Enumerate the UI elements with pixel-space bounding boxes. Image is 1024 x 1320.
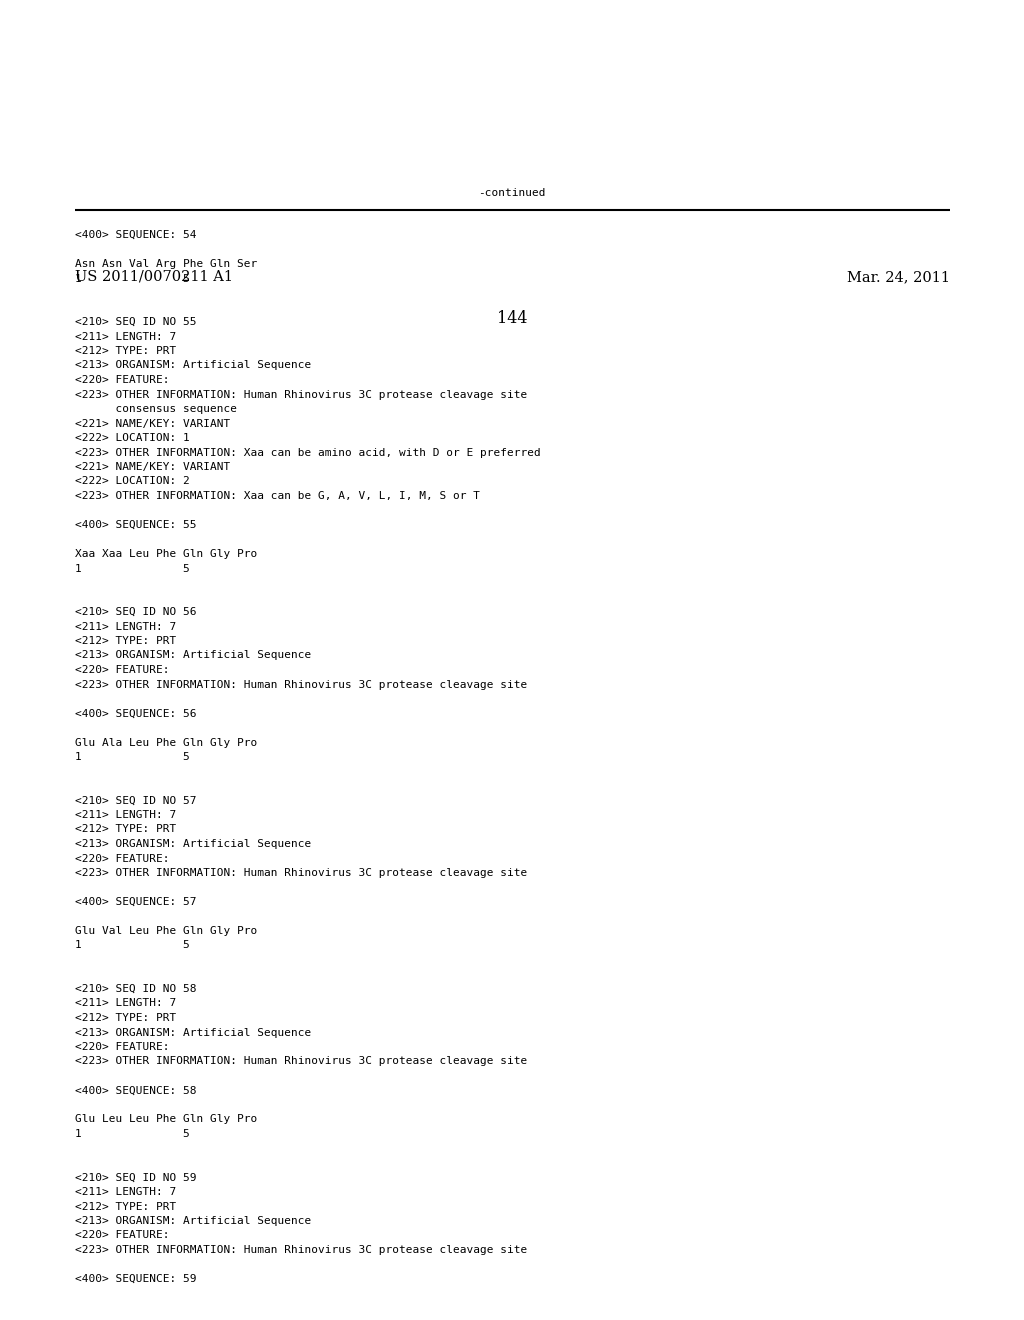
Text: <223> OTHER INFORMATION: Xaa can be G, A, V, L, I, M, S or T: <223> OTHER INFORMATION: Xaa can be G, A… <box>75 491 480 502</box>
Text: <210> SEQ ID NO 57: <210> SEQ ID NO 57 <box>75 796 197 805</box>
Text: <223> OTHER INFORMATION: Human Rhinovirus 3C protease cleavage site: <223> OTHER INFORMATION: Human Rhinoviru… <box>75 1056 527 1067</box>
Text: Glu Leu Leu Phe Gln Gly Pro: Glu Leu Leu Phe Gln Gly Pro <box>75 1114 257 1125</box>
Text: <211> LENGTH: 7: <211> LENGTH: 7 <box>75 622 176 631</box>
Text: <211> LENGTH: 7: <211> LENGTH: 7 <box>75 331 176 342</box>
Text: <213> ORGANISM: Artificial Sequence: <213> ORGANISM: Artificial Sequence <box>75 360 311 371</box>
Text: <212> TYPE: PRT: <212> TYPE: PRT <box>75 825 176 834</box>
Text: <223> OTHER INFORMATION: Human Rhinovirus 3C protease cleavage site: <223> OTHER INFORMATION: Human Rhinoviru… <box>75 680 527 689</box>
Text: <400> SEQUENCE: 59: <400> SEQUENCE: 59 <box>75 1274 197 1284</box>
Text: <211> LENGTH: 7: <211> LENGTH: 7 <box>75 998 176 1008</box>
Text: <212> TYPE: PRT: <212> TYPE: PRT <box>75 636 176 645</box>
Text: <211> LENGTH: 7: <211> LENGTH: 7 <box>75 810 176 820</box>
Text: 1               5: 1 5 <box>75 940 189 950</box>
Text: <223> OTHER INFORMATION: Xaa can be amino acid, with D or E preferred: <223> OTHER INFORMATION: Xaa can be amin… <box>75 447 541 458</box>
Text: <400> SEQUENCE: 56: <400> SEQUENCE: 56 <box>75 709 197 718</box>
Text: <212> TYPE: PRT: <212> TYPE: PRT <box>75 1012 176 1023</box>
Text: <220> FEATURE:: <220> FEATURE: <box>75 375 170 385</box>
Text: -continued: -continued <box>478 187 546 198</box>
Text: <212> TYPE: PRT: <212> TYPE: PRT <box>75 346 176 356</box>
Text: Glu Val Leu Phe Gln Gly Pro: Glu Val Leu Phe Gln Gly Pro <box>75 927 257 936</box>
Text: consensus sequence: consensus sequence <box>75 404 237 414</box>
Text: 144: 144 <box>497 310 527 327</box>
Text: US 2011/0070211 A1: US 2011/0070211 A1 <box>75 271 233 284</box>
Text: <223> OTHER INFORMATION: Human Rhinovirus 3C protease cleavage site: <223> OTHER INFORMATION: Human Rhinoviru… <box>75 1245 527 1255</box>
Text: <400> SEQUENCE: 57: <400> SEQUENCE: 57 <box>75 898 197 907</box>
Text: <220> FEATURE:: <220> FEATURE: <box>75 1230 170 1241</box>
Text: <223> OTHER INFORMATION: Human Rhinovirus 3C protease cleavage site: <223> OTHER INFORMATION: Human Rhinoviru… <box>75 389 527 400</box>
Text: <223> OTHER INFORMATION: Human Rhinovirus 3C protease cleavage site: <223> OTHER INFORMATION: Human Rhinoviru… <box>75 869 527 878</box>
Text: <211> LENGTH: 7: <211> LENGTH: 7 <box>75 1187 176 1197</box>
Text: <400> SEQUENCE: 55: <400> SEQUENCE: 55 <box>75 520 197 531</box>
Text: 1               5: 1 5 <box>75 752 189 762</box>
Text: Mar. 24, 2011: Mar. 24, 2011 <box>847 271 950 284</box>
Text: <220> FEATURE:: <220> FEATURE: <box>75 1041 170 1052</box>
Text: <210> SEQ ID NO 56: <210> SEQ ID NO 56 <box>75 607 197 616</box>
Text: <212> TYPE: PRT: <212> TYPE: PRT <box>75 1201 176 1212</box>
Text: <220> FEATURE:: <220> FEATURE: <box>75 665 170 675</box>
Text: <210> SEQ ID NO 59: <210> SEQ ID NO 59 <box>75 1172 197 1183</box>
Text: <210> SEQ ID NO 55: <210> SEQ ID NO 55 <box>75 317 197 327</box>
Text: Glu Ala Leu Phe Gln Gly Pro: Glu Ala Leu Phe Gln Gly Pro <box>75 738 257 747</box>
Text: <222> LOCATION: 2: <222> LOCATION: 2 <box>75 477 189 487</box>
Text: <400> SEQUENCE: 58: <400> SEQUENCE: 58 <box>75 1085 197 1096</box>
Text: <221> NAME/KEY: VARIANT: <221> NAME/KEY: VARIANT <box>75 418 230 429</box>
Text: <213> ORGANISM: Artificial Sequence: <213> ORGANISM: Artificial Sequence <box>75 1216 311 1226</box>
Text: <213> ORGANISM: Artificial Sequence: <213> ORGANISM: Artificial Sequence <box>75 651 311 660</box>
Text: <210> SEQ ID NO 58: <210> SEQ ID NO 58 <box>75 983 197 994</box>
Text: 1               5: 1 5 <box>75 1129 189 1139</box>
Text: 1               5: 1 5 <box>75 564 189 573</box>
Text: <221> NAME/KEY: VARIANT: <221> NAME/KEY: VARIANT <box>75 462 230 473</box>
Text: Xaa Xaa Leu Phe Gln Gly Pro: Xaa Xaa Leu Phe Gln Gly Pro <box>75 549 257 558</box>
Text: <220> FEATURE:: <220> FEATURE: <box>75 854 170 863</box>
Text: 1               5: 1 5 <box>75 273 189 284</box>
Text: <213> ORGANISM: Artificial Sequence: <213> ORGANISM: Artificial Sequence <box>75 1027 311 1038</box>
Text: <400> SEQUENCE: 54: <400> SEQUENCE: 54 <box>75 230 197 240</box>
Text: <222> LOCATION: 1: <222> LOCATION: 1 <box>75 433 189 444</box>
Text: <213> ORGANISM: Artificial Sequence: <213> ORGANISM: Artificial Sequence <box>75 840 311 849</box>
Text: Asn Asn Val Arg Phe Gln Ser: Asn Asn Val Arg Phe Gln Ser <box>75 259 257 269</box>
